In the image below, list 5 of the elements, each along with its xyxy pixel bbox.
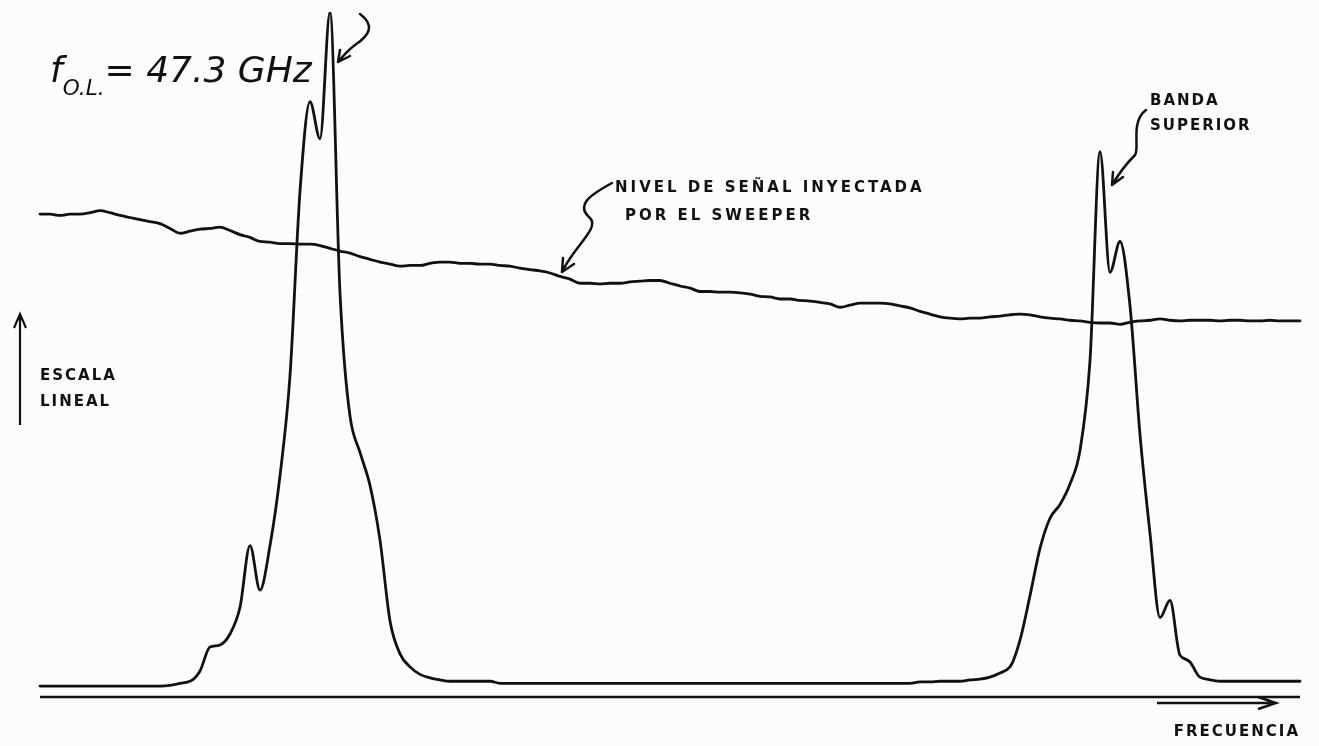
x-axis-title: FRECUENCIA <box>1173 722 1300 740</box>
annotation: f$_{O.L.}$= 47.3 GHz <box>50 49 313 100</box>
text: NIVEL DE SEÑAL INYECTADA POR EL SWEEPER <box>615 177 925 224</box>
annotation: BANDA SUPERIOR <box>1150 91 1252 134</box>
y-axis-title: ESCALA LINEAL <box>40 366 117 410</box>
